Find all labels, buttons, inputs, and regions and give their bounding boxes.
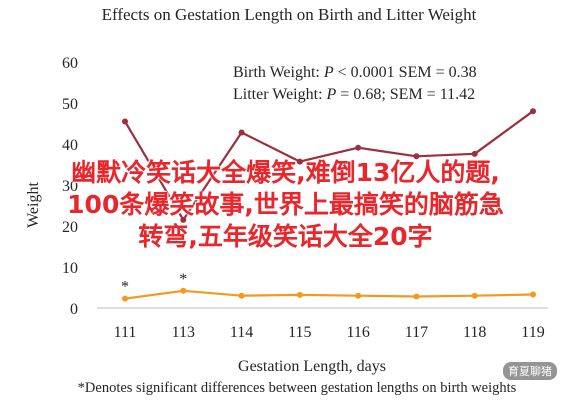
y-tick-label: 10	[62, 260, 78, 277]
annotations: * *	[121, 271, 187, 296]
data-point	[180, 216, 187, 223]
overlay-line-3: 转弯,五年级笑话大全20字	[138, 222, 433, 251]
y-tick-label: 50	[62, 96, 78, 113]
data-point	[530, 108, 536, 115]
series-line-birth-weight	[124, 110, 534, 221]
x-tick-label: 113	[172, 324, 195, 341]
data-point	[238, 292, 245, 299]
data-point	[122, 118, 128, 125]
x-tick-label: 116	[346, 324, 369, 341]
data-point	[296, 291, 303, 298]
x-tick-labels: 111 113 114 115 116 117 118 119	[114, 324, 545, 341]
stats-line: Litter Weight: P = 0.68; SEM = 11.42	[233, 86, 475, 103]
data-point	[180, 287, 187, 294]
x-tick-label: 118	[463, 324, 486, 341]
data-point	[471, 292, 478, 299]
data-point	[122, 295, 128, 302]
y-tick-label: 30	[62, 178, 78, 195]
y-tick-label: 40	[62, 137, 78, 154]
footnote: *Denotes significant differences between…	[78, 380, 517, 396]
data-point	[413, 153, 420, 160]
x-tick-label: 115	[288, 324, 311, 341]
y-tick-labels: 0 10 20 30 40 50 60	[62, 55, 78, 318]
x-tick-label: 111	[114, 324, 137, 341]
data-point	[530, 291, 536, 298]
series-group	[122, 108, 536, 302]
x-tick-label: 117	[405, 324, 428, 341]
data-point	[238, 129, 245, 136]
significance-marker: *	[121, 279, 129, 296]
x-tick-label: 119	[521, 324, 544, 341]
y-axis-label: Weight	[25, 182, 42, 228]
overlay-line-2: 100条爆笑故事,世界上最搞笑的脑筋急	[67, 190, 504, 219]
stats-box: Birth Weight: P < 0.0001 SEM = 0.38 Litte…	[233, 64, 477, 103]
data-point	[355, 144, 362, 151]
x-axis-label: Gestation Length, days	[238, 358, 386, 375]
x-tick-label: 114	[230, 324, 253, 341]
data-point	[355, 292, 362, 299]
data-point	[296, 158, 303, 165]
data-point	[471, 150, 478, 157]
stats-line: Birth Weight: P < 0.0001 SEM = 0.38	[233, 64, 477, 81]
data-point	[413, 293, 420, 300]
significance-marker: *	[179, 271, 187, 288]
overlay-line-1: 幽默冷笑话大全爆笑,难倒13亿人的题,	[71, 158, 500, 187]
y-tick-label: 20	[62, 219, 78, 236]
chart-title: Effects on Gestation Length on Birth and…	[102, 5, 477, 24]
y-tick-label: 0	[70, 301, 78, 318]
watermark-badge: 育夏聊猪	[503, 362, 557, 380]
series-line-litter-weight	[124, 289, 534, 300]
y-tick-label: 60	[62, 55, 78, 72]
